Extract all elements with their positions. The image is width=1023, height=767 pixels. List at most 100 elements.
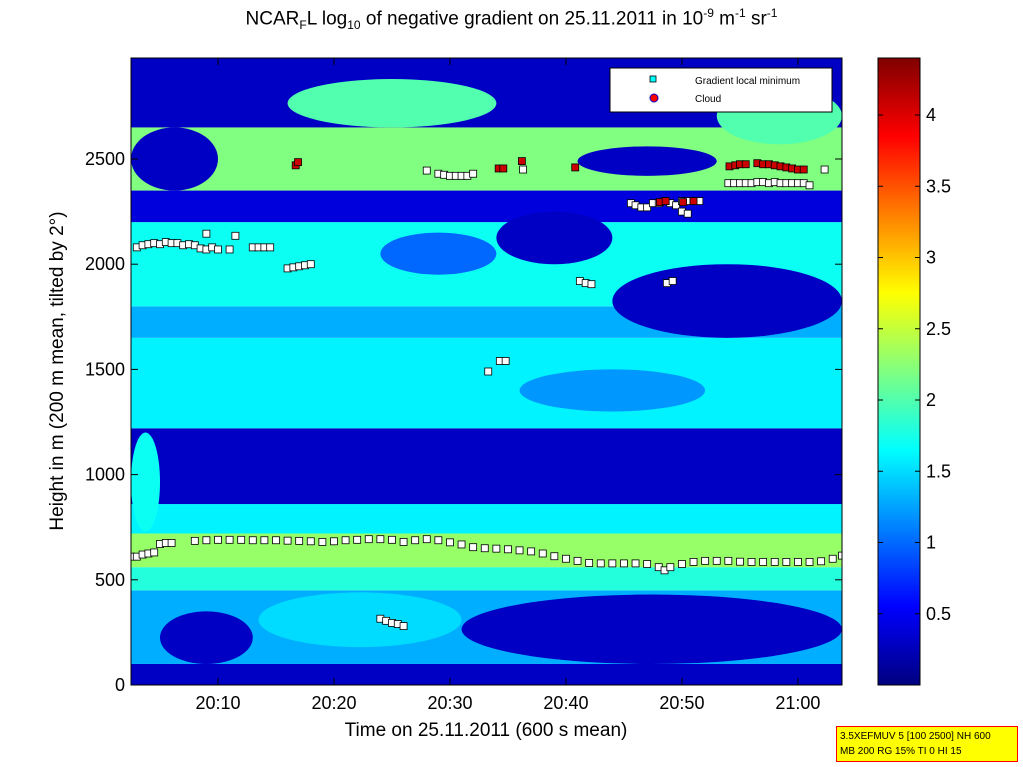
gradient-minimum-marker [225, 245, 234, 254]
heat-band [131, 504, 842, 534]
gradient-minimum-marker [683, 209, 692, 218]
gradient-minimum-marker [608, 559, 617, 568]
gradient-minimum-marker [422, 535, 431, 544]
chart-title: NCARFL log10 of negative gradient on 25.… [245, 6, 778, 33]
legend-marker-cloud [649, 93, 659, 103]
y-tick-label: 1000 [85, 465, 125, 485]
gradient-minimum-marker [805, 181, 814, 190]
gradient-minimum-marker [272, 536, 280, 545]
heat-patch [577, 146, 717, 176]
gradient-minimum-marker [782, 558, 791, 566]
gradient-minimum-marker [214, 535, 222, 544]
gradient-minimum-marker [283, 536, 292, 545]
heat-patch [496, 211, 613, 265]
gradient-minimum-marker [712, 556, 721, 565]
gradient-minimum-marker [248, 536, 257, 545]
gradient-minimum-marker [422, 166, 431, 175]
gradient-minimum-marker [167, 539, 176, 547]
gradient-minimum-marker [469, 543, 478, 552]
colorbar-tick-label: 4 [926, 105, 936, 125]
info-line-1: 3.5XEFMUV 5 [100 2500] NH 600 [840, 731, 991, 742]
heat-band [131, 190, 842, 223]
gradient-minimum-marker [643, 560, 652, 568]
heat-band [131, 428, 842, 505]
legend-marker-gradient-minimum [649, 75, 657, 83]
gradient-minimum-marker [527, 547, 536, 556]
y-axis-label: Height in m (200 m mean, tilted by 2°) [47, 211, 68, 530]
y-axis: 0 500 1000 1500 2000 2500 [85, 149, 842, 695]
info-line-2: MB 200 RG 15% TI 0 HI 15 [840, 746, 962, 757]
colorbar-tick-label: 1 [926, 533, 936, 553]
cloud-marker [741, 160, 750, 169]
gradient-minimum-marker [411, 536, 420, 545]
x-tick-label: 20:50 [659, 693, 704, 713]
x-tick-label: 20:30 [427, 693, 472, 713]
gradient-minimum-marker [550, 552, 559, 561]
colorbar: 0.5 1 1.5 2 2.5 3 3.5 4 [877, 57, 951, 686]
gradient-minimum-marker [237, 535, 246, 544]
gradient-minimum-marker [643, 203, 652, 212]
cloud-marker [679, 198, 687, 207]
gradient-minimum-marker [504, 545, 512, 554]
colorbar-tick-label: 1.5 [926, 461, 951, 481]
gradient-minimum-marker [457, 540, 466, 549]
gradient-minimum-marker [585, 559, 594, 567]
x-tick-label: 21:00 [775, 693, 820, 713]
gradient-minimum-marker [446, 538, 454, 547]
gradient-minimum-marker [214, 245, 222, 254]
gradient-minimum-marker [434, 536, 443, 545]
heat-band [131, 127, 842, 191]
y-tick-label: 1500 [85, 359, 125, 379]
info-box: 3.5XEFMUV 5 [100 2500] NH 600 MB 200 RG … [836, 726, 1018, 762]
colorbar-tick-label: 3 [926, 248, 936, 268]
gradient-minimum-marker [724, 556, 733, 565]
gradient-minimum-marker [817, 557, 826, 566]
gradient-minimum-marker [587, 280, 596, 289]
x-tick-label: 20:10 [195, 693, 240, 713]
gradient-minimum-marker [202, 229, 211, 238]
cloud-marker [689, 197, 698, 205]
gradient-minimum-marker [266, 243, 275, 252]
gradient-minimum-marker [701, 556, 710, 565]
gradient-minimum-marker [399, 622, 408, 630]
y-tick-label: 2500 [85, 149, 125, 169]
x-tick-label: 20:40 [543, 693, 588, 713]
gradient-minimum-marker [501, 357, 510, 365]
gradient-minimum-marker [388, 535, 396, 544]
gradient-minimum-marker [620, 559, 628, 568]
gradient-minimum-marker [353, 535, 362, 544]
gradient-minimum-marker [538, 549, 547, 558]
gradient-minimum-marker [666, 563, 675, 572]
heat-patch [461, 594, 842, 664]
gradient-minimum-marker [631, 559, 640, 568]
gradient-minimum-marker [318, 538, 327, 546]
marker-layer [131, 157, 842, 630]
gradient-minimum-marker [190, 536, 199, 545]
gradient-minimum-marker [668, 277, 677, 285]
gradient-minimum-marker [770, 558, 779, 566]
colorbar-tick-label: 2 [926, 390, 936, 410]
gradient-minimum-marker [260, 536, 269, 545]
gradient-minimum-marker [678, 560, 686, 568]
heat-band [131, 337, 842, 429]
gradient-minimum-marker [330, 537, 338, 546]
gradient-minimum-marker [515, 546, 524, 555]
gradient-minimum-marker [364, 535, 373, 544]
colorbar-tick-label: 2.5 [926, 319, 951, 339]
heat-patch [258, 592, 462, 648]
y-tick-label: 2000 [85, 254, 125, 274]
y-tick-label: 500 [95, 570, 125, 590]
heat-patch [612, 264, 842, 338]
colorbar-ticks: 0.5 1 1.5 2 2.5 3 3.5 4 [878, 105, 951, 624]
gradient-minimum-marker [150, 548, 159, 557]
gradient-minimum-marker [399, 538, 408, 546]
gradient-minimum-marker [306, 537, 315, 546]
plot-frame [130, 57, 843, 686]
gradient-minimum-marker [295, 536, 304, 545]
gradient-minimum-marker [492, 544, 501, 553]
gradient-minimum-marker [596, 559, 605, 568]
y-tick-label: 0 [115, 675, 125, 695]
heat-patch [131, 432, 160, 532]
heat-patch [380, 232, 497, 275]
x-axis: 20:10 20:20 20:30 20:40 20:50 21:00 [195, 58, 820, 713]
